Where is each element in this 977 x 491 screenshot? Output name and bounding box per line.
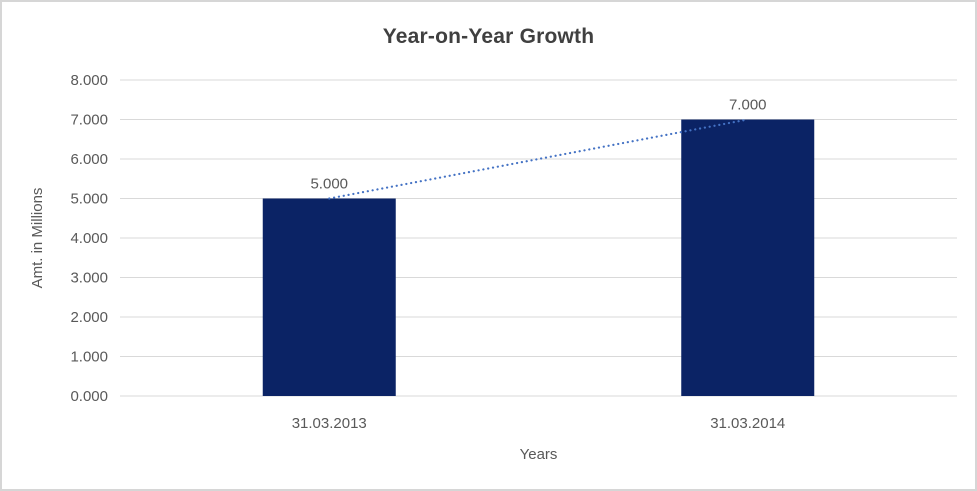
category-label: 31.03.2013 bbox=[292, 415, 367, 432]
bar-data-label: 7.000 bbox=[729, 97, 767, 114]
y-tick-label: 2.000 bbox=[70, 309, 108, 326]
y-tick-label: 4.000 bbox=[70, 230, 108, 247]
y-tick-label: 8.000 bbox=[70, 72, 108, 89]
y-tick-label: 3.000 bbox=[70, 270, 108, 287]
bar bbox=[681, 119, 815, 396]
y-tick-label: 5.000 bbox=[70, 191, 108, 208]
x-axis-title: Years bbox=[520, 446, 558, 463]
category-label: 31.03.2014 bbox=[710, 415, 785, 432]
chart-title: Year-on-Year Growth bbox=[382, 25, 595, 48]
bar-data-label: 5.000 bbox=[310, 176, 348, 193]
y-tick-label: 7.000 bbox=[70, 112, 108, 129]
bar bbox=[262, 198, 396, 396]
y-tick-label: 0.000 bbox=[70, 388, 108, 405]
y-tick-label: 1.000 bbox=[70, 349, 108, 366]
y-tick-label: 6.000 bbox=[70, 151, 108, 168]
y-axis-title: Amt. in Millions bbox=[29, 188, 46, 289]
